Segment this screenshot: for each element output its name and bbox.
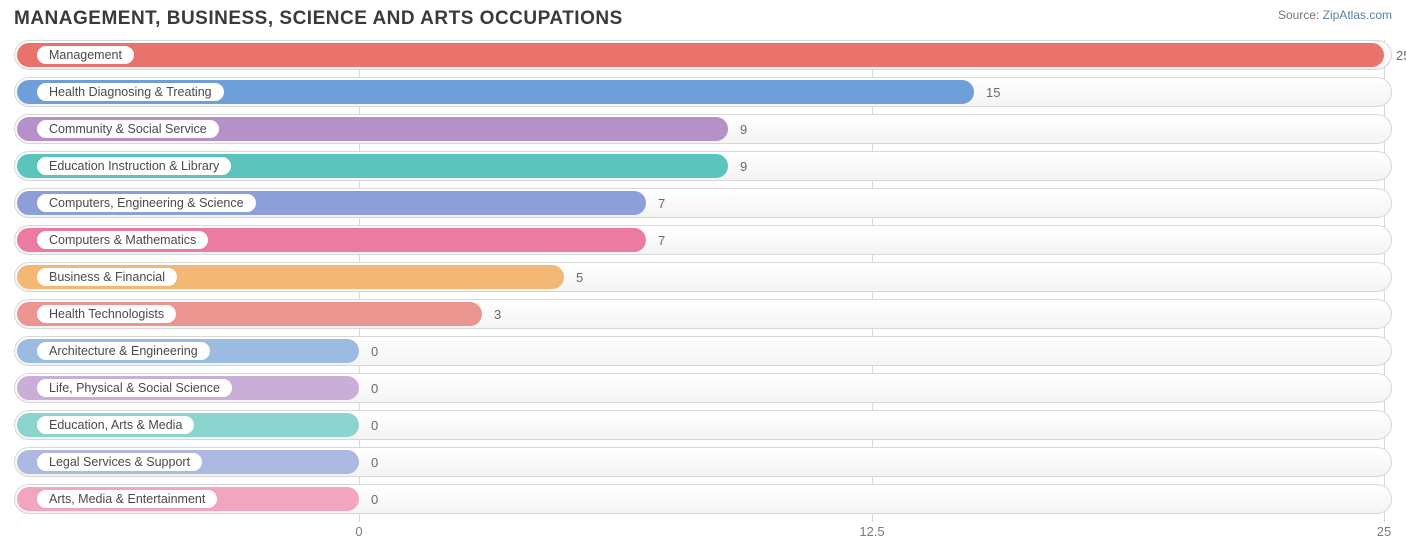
- source-link[interactable]: ZipAtlas.com: [1323, 8, 1392, 22]
- category-pill: Business & Financial: [36, 267, 178, 287]
- bar-row: Business & Financial 5: [14, 262, 1392, 292]
- category-pill: Arts, Media & Entertainment: [36, 489, 218, 509]
- chart-source: Source: ZipAtlas.com: [1278, 8, 1392, 22]
- category-pill: Architecture & Engineering: [36, 341, 211, 361]
- value-label: 9: [740, 151, 747, 181]
- value-label: 15: [986, 77, 1000, 107]
- plot-area: Management25 Health Diagnosing & Treating…: [14, 40, 1392, 522]
- value-label: 9: [740, 114, 747, 144]
- chart-title: MANAGEMENT, BUSINESS, SCIENCE AND ARTS O…: [14, 8, 623, 30]
- value-label: 25: [1396, 40, 1406, 70]
- category-pill: Management: [36, 45, 135, 65]
- bar-row: Health Diagnosing & Treating 15: [14, 77, 1392, 107]
- category-pill: Education, Arts & Media: [36, 415, 195, 435]
- category-pill: Computers, Engineering & Science: [36, 193, 257, 213]
- value-label: 0: [371, 447, 378, 477]
- bar-row: Education, Arts & Media 0: [14, 410, 1392, 440]
- category-pill: Computers & Mathematics: [36, 230, 209, 250]
- value-label: 0: [371, 373, 378, 403]
- value-label: 7: [658, 225, 665, 255]
- bar-row: Legal Services & Support 0: [14, 447, 1392, 477]
- bar-row: Education Instruction & Library 9: [14, 151, 1392, 181]
- x-axis: 0 12.5 25: [14, 522, 1392, 546]
- category-pill: Education Instruction & Library: [36, 156, 232, 176]
- bar: [17, 43, 1384, 67]
- value-label: 0: [371, 410, 378, 440]
- bar-row: Community & Social Service 9: [14, 114, 1392, 144]
- bar-row: Life, Physical & Social Science 0: [14, 373, 1392, 403]
- x-tick: 0: [355, 524, 362, 539]
- bar-row: Health Technologists 3: [14, 299, 1392, 329]
- x-tick: 12.5: [859, 524, 884, 539]
- value-label: 0: [371, 336, 378, 366]
- value-label: 7: [658, 188, 665, 218]
- bar-row: Architecture & Engineering 0: [14, 336, 1392, 366]
- chart-container: Management25Health Diagnosing & Treating…: [0, 34, 1406, 546]
- category-pill: Legal Services & Support: [36, 452, 203, 472]
- chart-header: MANAGEMENT, BUSINESS, SCIENCE AND ARTS O…: [0, 0, 1406, 34]
- bar-row: Computers & Mathematics 7: [14, 225, 1392, 255]
- bar-row: Management25: [14, 40, 1392, 70]
- value-label: 5: [576, 262, 583, 292]
- value-label: 3: [494, 299, 501, 329]
- x-tick: 25: [1377, 524, 1391, 539]
- category-pill: Life, Physical & Social Science: [36, 378, 233, 398]
- value-label: 0: [371, 484, 378, 514]
- category-pill: Health Diagnosing & Treating: [36, 82, 225, 102]
- category-pill: Health Technologists: [36, 304, 177, 324]
- category-pill: Community & Social Service: [36, 119, 220, 139]
- bar-row: Computers, Engineering & Science 7: [14, 188, 1392, 218]
- bar-row: Arts, Media & Entertainment 0: [14, 484, 1392, 514]
- source-label: Source:: [1278, 8, 1319, 22]
